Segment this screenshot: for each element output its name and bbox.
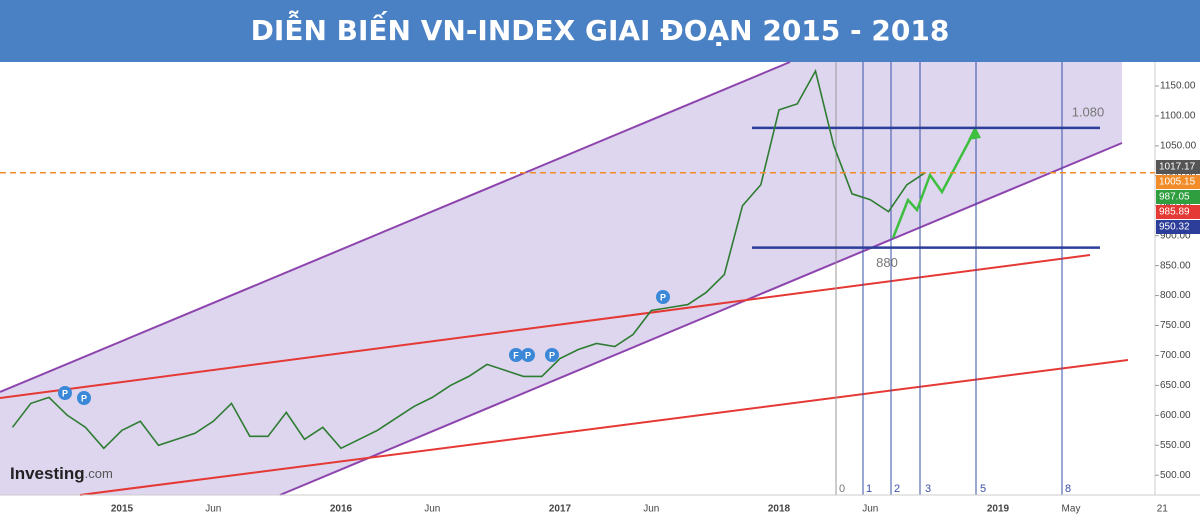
event-marker bbox=[521, 348, 535, 362]
price-badge bbox=[1156, 175, 1200, 189]
y-tick-label: 550.00 bbox=[1160, 440, 1191, 451]
y-tick-label: 750.00 bbox=[1160, 320, 1191, 331]
channel-upper bbox=[0, 61, 791, 393]
chart-title: DIỄN BIẾN VN-INDEX GIAI ĐOẠN 2015 - 2018 bbox=[251, 9, 950, 47]
arrow-head bbox=[968, 126, 981, 140]
y-tick-label: 600.00 bbox=[1160, 410, 1191, 421]
fib-label: 1 bbox=[866, 483, 872, 495]
event-marker bbox=[545, 348, 559, 362]
y-tick-label: 700.00 bbox=[1160, 350, 1191, 361]
x-tick-label: 2018 bbox=[768, 504, 791, 515]
y-tick-label: 850.00 bbox=[1160, 260, 1191, 271]
source-logo: Investing.com bbox=[10, 464, 113, 483]
x-tick-label: Jun bbox=[862, 504, 878, 515]
title-banner bbox=[0, 0, 1200, 62]
y-tick-label: 800.00 bbox=[1160, 290, 1191, 301]
event-marker-label: P bbox=[81, 393, 87, 403]
fib-label: 0 bbox=[839, 483, 845, 495]
event-marker-label: P bbox=[525, 350, 531, 360]
x-tick-label: Jun bbox=[424, 504, 440, 515]
price-badge bbox=[1156, 220, 1200, 234]
event-marker bbox=[509, 348, 523, 362]
fib-labels: 0 1 2 3 5 8 bbox=[839, 483, 1071, 495]
event-marker-label: P bbox=[549, 350, 555, 360]
source-name: Investing bbox=[10, 464, 85, 483]
x-tick-label: Jun bbox=[205, 504, 221, 515]
event-marker-label: P bbox=[660, 292, 666, 302]
y-tick-label: 650.00 bbox=[1160, 380, 1191, 391]
fib-label: 5 bbox=[980, 483, 986, 495]
event-marker bbox=[58, 386, 72, 400]
trend-line bbox=[79, 359, 1129, 496]
y-tick-label: 1050.00 bbox=[1160, 140, 1197, 151]
fib-label: 8 bbox=[1065, 483, 1071, 495]
fib-label: 2 bbox=[894, 483, 900, 495]
channel-fill bbox=[0, 62, 1122, 495]
x-tick-label: 2019 bbox=[987, 504, 1010, 515]
price-badge-label: 950.32 bbox=[1159, 222, 1190, 233]
price-badge bbox=[1156, 160, 1200, 174]
y-tick-label: 1150.00 bbox=[1160, 81, 1196, 92]
projection-arrow bbox=[891, 129, 977, 239]
level-label: 880 bbox=[876, 255, 898, 270]
price-badge bbox=[1156, 205, 1200, 219]
channel bbox=[0, 61, 1129, 496]
channel-lower bbox=[279, 142, 1123, 496]
event-marker bbox=[656, 290, 670, 304]
x-tick-label: 2016 bbox=[330, 504, 353, 515]
x-tick-label: Jun bbox=[643, 504, 659, 515]
event-marker-label: F bbox=[513, 350, 519, 360]
event-marker bbox=[77, 391, 91, 405]
fib-label: 3 bbox=[925, 483, 931, 495]
level-label: 1.080 bbox=[1072, 104, 1105, 119]
source-domain: .com bbox=[85, 466, 113, 481]
fib-lines bbox=[835, 62, 1063, 495]
trend-line bbox=[0, 254, 1091, 399]
event-markers: P P F P P P bbox=[58, 290, 670, 405]
price-badge-label: 1005.15 bbox=[1159, 177, 1196, 188]
x-tick-label: 2015 bbox=[111, 504, 134, 515]
price-badge-label: 985.89 bbox=[1159, 207, 1190, 218]
price-badge-label: 1017.17 bbox=[1159, 162, 1196, 173]
y-tick-label: 900.00 bbox=[1160, 230, 1191, 241]
price-badge-label: 987.05 bbox=[1159, 192, 1190, 203]
price-badge bbox=[1156, 190, 1200, 204]
price-line bbox=[11, 68, 926, 450]
event-marker-label: P bbox=[62, 388, 68, 398]
x-tick-label: 2017 bbox=[549, 504, 572, 515]
x-tick-label: 21 bbox=[1157, 504, 1169, 515]
y-tick-label: 500.00 bbox=[1160, 470, 1191, 481]
y-tick-label: 1100.00 bbox=[1160, 111, 1196, 122]
x-tick-label: May bbox=[1062, 504, 1081, 515]
